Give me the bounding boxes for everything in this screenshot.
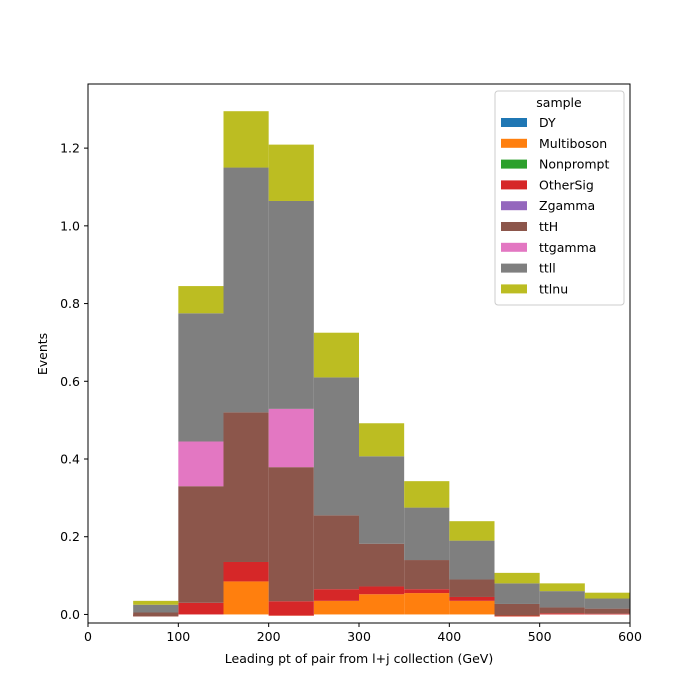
legend-swatch-dy — [501, 118, 527, 127]
bar-tth-bin-7 — [449, 579, 495, 597]
legend-label-multiboson: Multiboson — [539, 136, 607, 151]
legend-label-ttgamma: ttgamma — [539, 240, 596, 255]
legend-swatch-ttgamma — [501, 242, 527, 252]
bar-othersig-bin-5 — [359, 586, 405, 595]
bar-tth-bin-0 — [133, 612, 179, 617]
bar-ttgamma-bin-1 — [178, 441, 224, 487]
bar-ttll-bin-1 — [178, 313, 224, 442]
bar-ttlnu-bin-1 — [178, 286, 224, 314]
bar-ttll-bin-9 — [539, 591, 585, 608]
legend-swatch-ttlnu — [501, 284, 527, 294]
bar-ttll-bin-10 — [584, 598, 630, 609]
bar-multiboson-bin-6 — [404, 593, 450, 615]
legend-items: DY Multiboson Nonprompt OtherSig Zgamma ttH tt… — [501, 115, 609, 296]
bar-ttll-bin-0 — [133, 604, 179, 613]
bar-othersig-bin-7 — [449, 596, 495, 601]
legend-label-othersig: OtherSig — [539, 177, 594, 192]
y-axis-ticks: 0.0 0.2 0.4 0.6 0.8 1.0 1.2 — [60, 141, 88, 622]
bar-tth-bin-9 — [539, 607, 585, 614]
bar-ttll-bin-8 — [494, 583, 540, 604]
bar-ttlnu-bin-0 — [133, 600, 179, 605]
bar-othersig-bin-8 — [494, 615, 540, 617]
bar-tth-bin-4 — [313, 515, 359, 590]
legend-label-nonprompt: Nonprompt — [539, 157, 609, 172]
bar-ttlnu-bin-7 — [449, 521, 495, 541]
bar-multiboson-bin-7 — [449, 600, 495, 615]
x-axis-ticks: 0 100 200 300 400 500 600 — [84, 623, 642, 644]
plot-frame — [87, 83, 631, 624]
bar-othersig-bin-6 — [404, 589, 450, 594]
bar-ttll-bin-7 — [449, 540, 495, 580]
legend-box — [494, 90, 625, 306]
y-tick-label: 0.0 — [60, 607, 80, 622]
bar-ttll-bin-6 — [404, 507, 450, 561]
bar-ttlnu-bin-9 — [539, 583, 585, 592]
bar-multiboson-bin-2 — [223, 581, 269, 615]
x-axis-label: Leading pt of pair from l+j collection (… — [225, 651, 493, 666]
x-tick-label: 300 — [347, 629, 371, 644]
legend-label-ttlnu: ttlnu — [539, 281, 568, 296]
bar-tth-bin-3 — [268, 467, 314, 602]
histogram-bars — [133, 111, 630, 617]
bar-ttlnu-bin-5 — [359, 423, 405, 457]
bar-othersig-bin-3 — [268, 601, 314, 616]
y-tick-label: 0.6 — [60, 374, 80, 389]
bar-tth-bin-2 — [223, 412, 269, 562]
bar-othersig-bin-1 — [178, 602, 224, 615]
bar-ttll-bin-3 — [268, 200, 314, 409]
bar-othersig-bin-4 — [313, 589, 359, 601]
bar-ttll-bin-4 — [313, 377, 359, 516]
x-tick-label: 400 — [437, 629, 461, 644]
bar-tth-bin-8 — [494, 603, 540, 616]
bar-tth-bin-10 — [584, 608, 630, 614]
bar-ttll-bin-5 — [359, 456, 405, 544]
legend-swatch-tth — [501, 222, 527, 231]
y-tick-label: 0.8 — [60, 296, 80, 311]
legend-label-ttll: ttll — [539, 261, 556, 276]
bar-ttlnu-bin-3 — [268, 144, 314, 201]
bar-multiboson-bin-5 — [359, 594, 405, 615]
bar-ttlnu-bin-4 — [313, 332, 359, 378]
bar-othersig-bin-9 — [539, 613, 585, 615]
legend-swatch-zgamma — [501, 201, 527, 211]
y-tick-label: 0.2 — [60, 529, 80, 544]
x-tick-label: 0 — [84, 629, 92, 644]
bar-ttlnu-bin-2 — [223, 111, 269, 168]
bar-tth-bin-1 — [178, 486, 224, 603]
bar-ttlnu-bin-6 — [404, 481, 450, 508]
y-tick-label: 1.2 — [60, 141, 80, 156]
y-tick-label: 1.0 — [60, 218, 80, 233]
bar-ttlnu-bin-8 — [494, 572, 540, 584]
x-tick-label: 500 — [528, 629, 552, 644]
legend-title: sample — [536, 95, 582, 110]
legend-swatch-nonprompt — [501, 159, 527, 169]
x-tick-label: 200 — [257, 629, 281, 644]
bar-multiboson-bin-4 — [313, 600, 359, 615]
legend-swatch-othersig — [501, 180, 527, 190]
x-tick-label: 100 — [166, 629, 190, 644]
y-axis-label: Events — [35, 333, 50, 375]
x-tick-label: 600 — [618, 629, 642, 644]
bar-tth-bin-5 — [359, 543, 405, 587]
bar-othersig-bin-10 — [584, 613, 630, 615]
legend-swatch-multiboson — [501, 138, 527, 148]
y-tick-label: 0.4 — [60, 452, 80, 467]
legend: sample DY Multiboson Nonprompt OtherSig Zgam… — [494, 90, 625, 306]
legend-label-zgamma: Zgamma — [539, 198, 595, 213]
legend-swatch-ttll — [501, 263, 527, 273]
bar-ttlnu-bin-10 — [584, 592, 630, 599]
bar-ttgamma-bin-3 — [268, 408, 314, 468]
bar-othersig-bin-2 — [223, 561, 269, 582]
bar-ttll-bin-2 — [223, 167, 269, 413]
bar-tth-bin-6 — [404, 560, 450, 590]
legend-label-dy: DY — [539, 115, 556, 130]
legend-label-tth: ttH — [539, 219, 558, 234]
